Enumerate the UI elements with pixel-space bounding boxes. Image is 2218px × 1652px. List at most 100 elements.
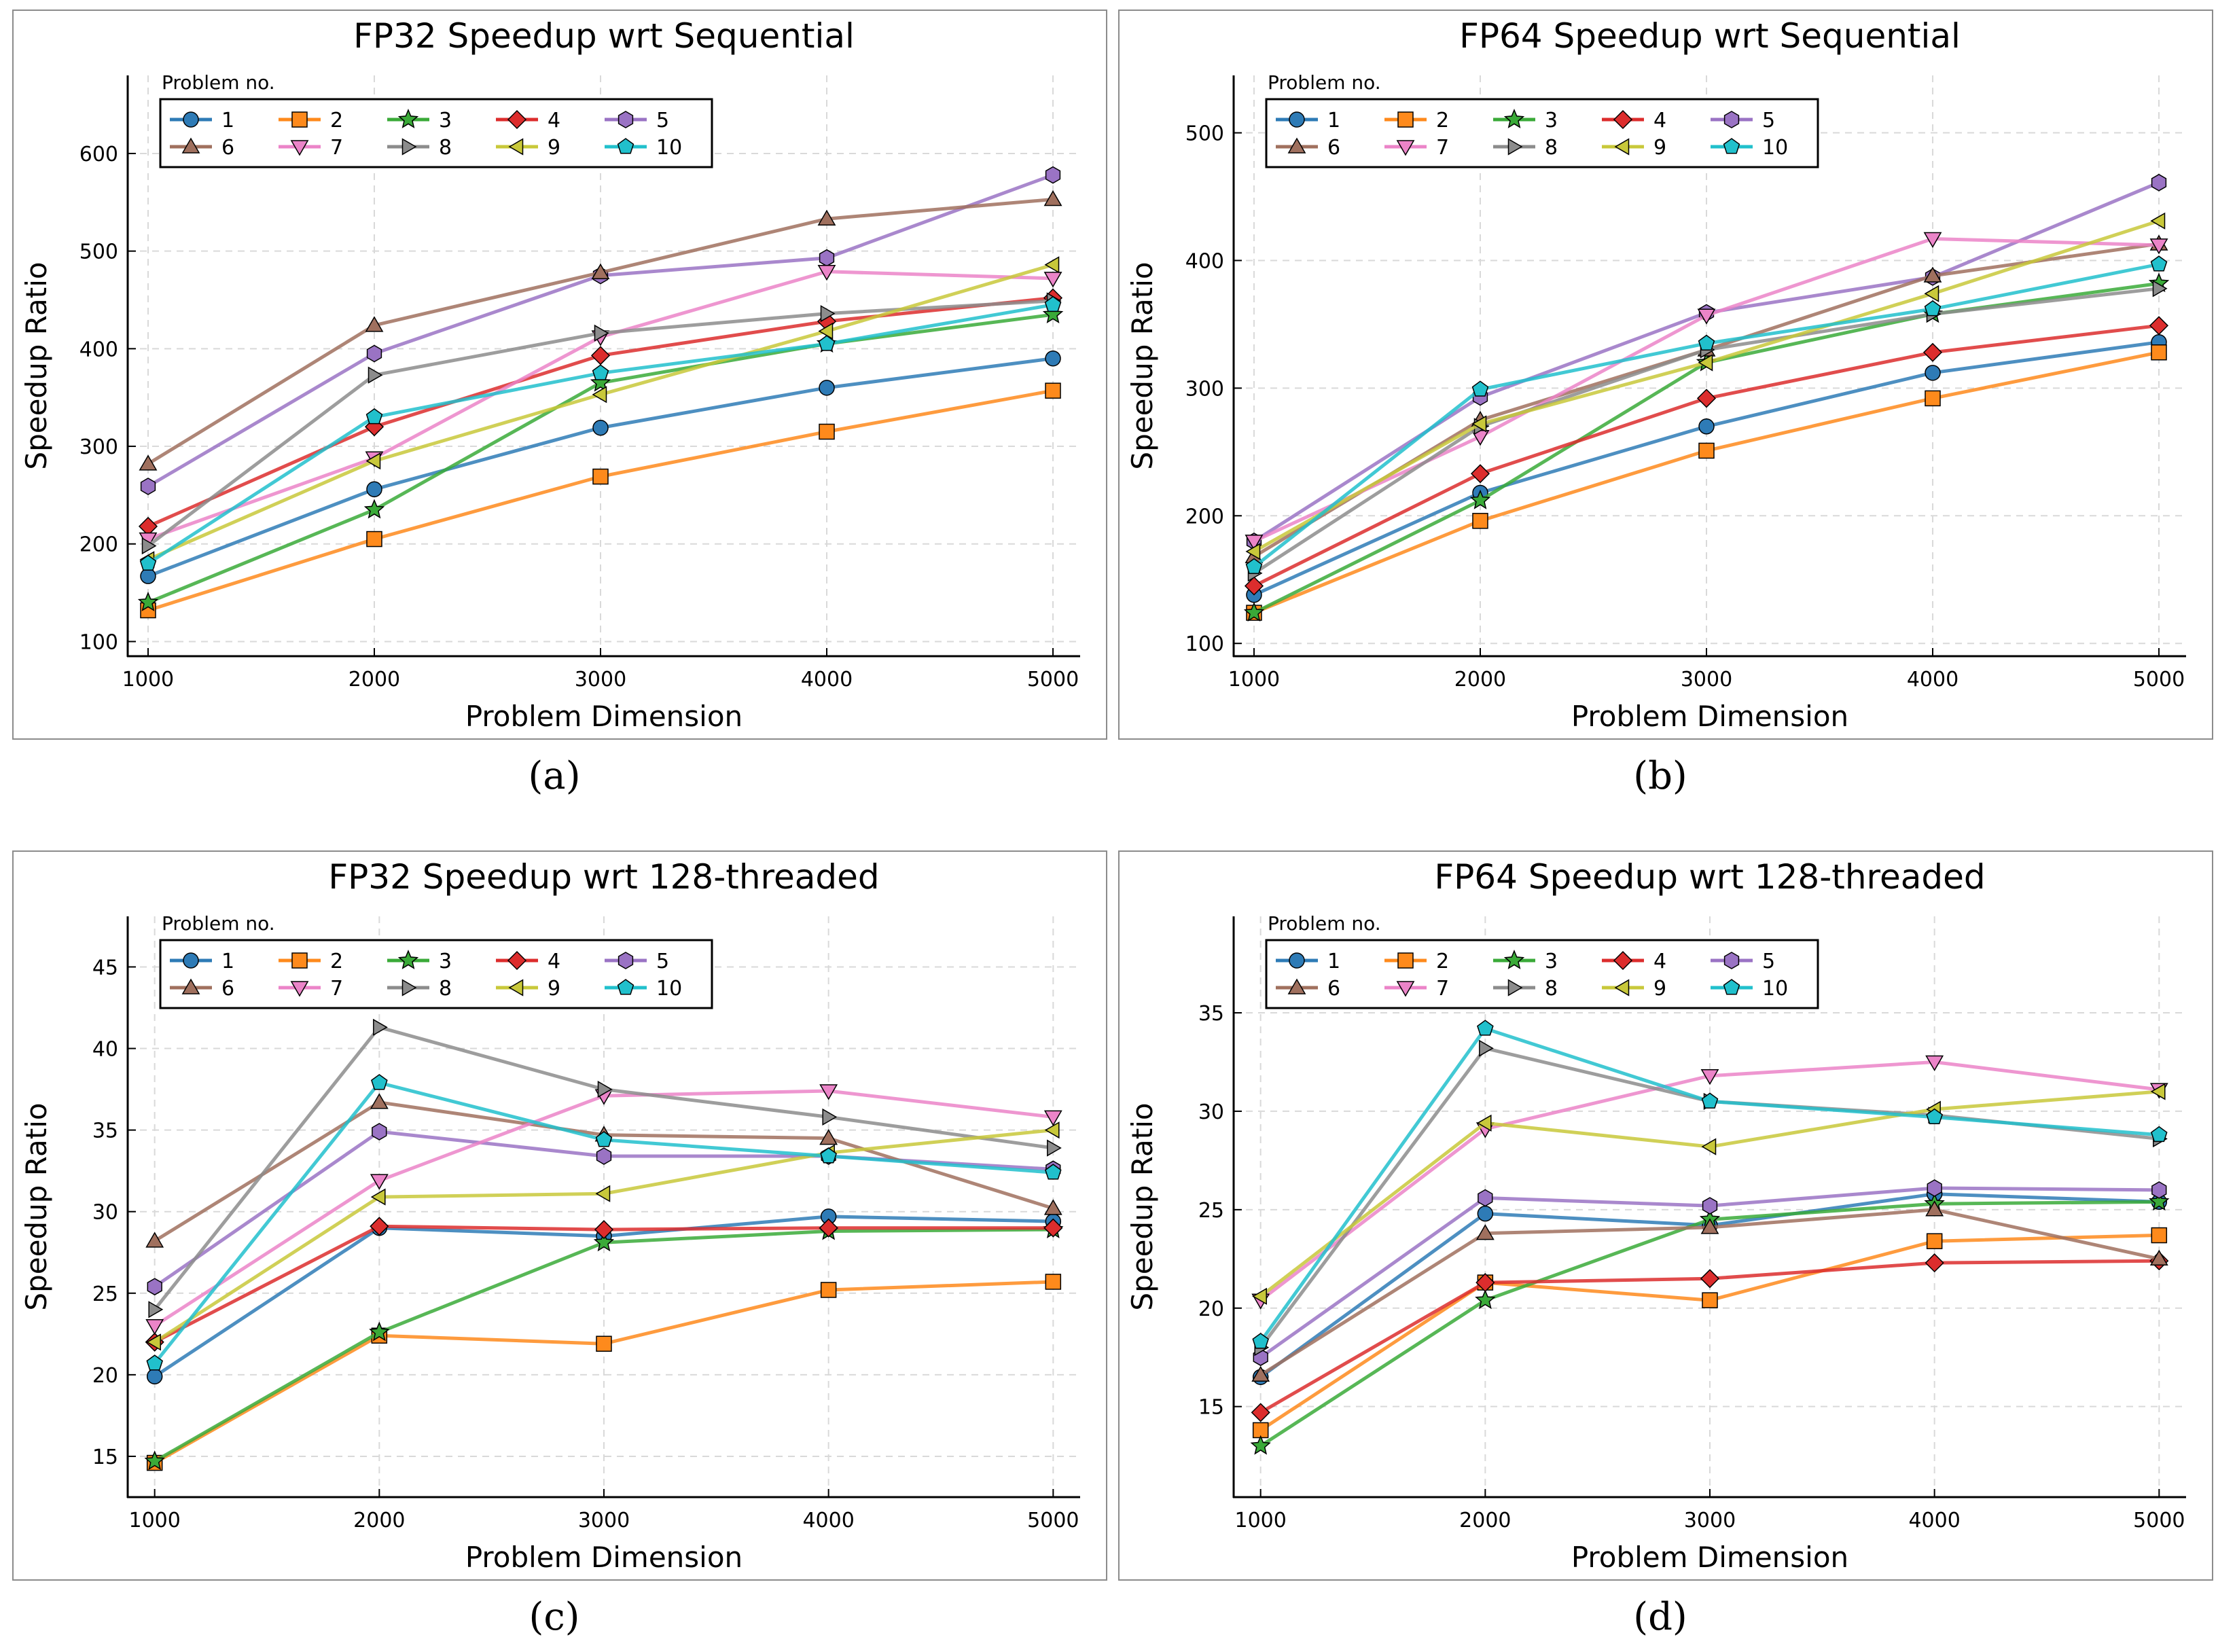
data-point-10-3000 [1698,334,1715,351]
y-tick-label: 30 [92,1201,118,1225]
chart-fp64-sequential: FP64 Speedup wrt Sequential 1000 2000 3000 4… [1126,16,2186,733]
y-tick-label: 600 [79,143,118,166]
series-10 [139,295,1062,571]
data-point-6-3000 [591,263,610,280]
x-axis-label: Problem Dimension [1571,1541,1848,1574]
legend-item-7: 7 [1384,977,1449,1001]
data-point-2-5000 [1045,1274,1062,1290]
legend-label: 8 [439,136,452,160]
data-point-6-4000 [1925,1200,1944,1217]
data-point-2-3000 [596,1335,612,1352]
legend-label: 6 [221,136,234,160]
legend-item-6: 6 [1276,136,1340,160]
legend-marker-9 [508,979,524,996]
data-point-7-4000 [817,265,836,281]
legend-title: Problem no. [1268,71,1381,94]
x-axis-label: Problem Dimension [465,700,743,733]
data-point-1-2000 [1477,1205,1494,1222]
series-5 [147,1123,1061,1296]
data-point-9-2000 [1471,415,1487,433]
x-tick-label: 4000 [1908,1509,1960,1532]
x-axis-label: Problem Dimension [1571,700,1848,733]
y-axis-label: Speedup Ratio [1126,262,1159,469]
data-point-3-1000 [137,592,159,611]
data-point-5-1000 [140,478,156,495]
data-point-8-5000 [1047,1139,1062,1157]
data-point-3-2000 [1469,489,1491,509]
legend-marker-8 [401,979,417,996]
x-tick-label: 3000 [578,1509,630,1532]
data-point-2-4000 [819,423,835,440]
data-point-6-1000 [145,1232,164,1248]
data-point-10-3000 [595,1131,613,1147]
data-point-9-5000 [2150,212,2166,230]
chart-fp32-128threaded: FP32 Speedup wrt 128-threaded 1000 2000 300… [20,857,1080,1574]
legend-label: 8 [439,977,452,1001]
series-group [1250,1020,2170,1455]
data-point-2-4000 [1926,1233,1943,1249]
y-tick-label: 45 [92,956,118,980]
data-point-2-5000 [1045,382,1061,399]
data-point-6-5000 [1043,190,1062,206]
legend-item-4: 4 [496,109,560,132]
legend-item-9: 9 [1602,977,1666,1001]
data-point-5-5000 [1045,166,1061,184]
data-point-10-5000 [2151,1126,2168,1143]
data-point-4-2000 [1475,1273,1495,1293]
legend-label: 1 [1327,109,1340,132]
chart-fp32-sequential: FP32 Speedup wrt Sequential 1000 2000 3000 4… [20,16,1080,733]
legend-label: 3 [1545,950,1558,973]
series-group [144,1018,1064,1471]
legend-item-2: 2 [1384,109,1449,132]
data-point-3-1000 [1250,1435,1271,1455]
y-tick-label: 200 [79,533,118,557]
data-point-10-1000 [139,554,157,571]
legend-label: 3 [439,950,452,973]
data-point-7-5000 [2149,238,2168,255]
legend-label: 2 [330,950,343,973]
legend-label: 3 [439,109,452,132]
legend-marker-4 [1613,950,1633,971]
data-point-8-3000 [597,1080,613,1098]
data-point-4-4000 [1925,1253,1944,1273]
data-point-5-3000 [1702,1197,1718,1215]
chart-panel-fp32-sequential: FP32 Speedup wrt Sequential 1000 2000 3000 4… [12,10,1107,740]
legend-title: Problem no. [1268,912,1381,935]
y-tick-label: 300 [1185,377,1224,401]
data-point-5-5000 [2151,1181,2167,1199]
data-point-4-3000 [1696,389,1717,408]
series-9 [1252,1083,2166,1305]
x-tick-label: 5000 [2133,668,2185,692]
y-tick-label: 300 [79,435,118,459]
legend-marker-6 [1287,978,1306,994]
legend-label: 4 [548,109,560,132]
legend-marker-3 [397,950,419,969]
legend-item-7: 7 [1384,136,1449,160]
x-tick-label: 1000 [128,1509,180,1532]
y-tick-label: 25 [92,1282,118,1306]
series-line-9 [1259,1090,2160,1298]
data-point-4-3000 [1700,1269,1720,1289]
data-point-6-4000 [817,209,836,226]
legend-item-1: 1 [1276,950,1340,973]
data-point-4-4000 [819,1218,838,1238]
data-point-10-3000 [1701,1092,1719,1109]
data-point-3-2000 [369,1321,390,1342]
data-point-10-5000 [1045,1164,1062,1180]
y-tick-label: 200 [1185,505,1224,528]
data-point-10-2000 [365,408,383,425]
data-point-10-5000 [2150,255,2168,272]
legend-marker-2 [291,111,308,128]
legend-item-3: 3 [387,950,452,973]
legend-label: 2 [1436,950,1449,973]
x-tick-label: 5000 [2133,1509,2185,1532]
y-tick-label: 35 [92,1119,118,1143]
data-point-8-2000 [1479,1039,1494,1057]
legend-marker-3 [397,109,419,128]
series-7 [1245,232,2168,551]
data-point-6-3000 [1700,1218,1719,1234]
data-point-2-3000 [592,468,609,485]
data-point-9-5000 [1044,256,1060,274]
data-point-6-2000 [370,1093,389,1109]
legend-marker-2 [1397,111,1414,128]
